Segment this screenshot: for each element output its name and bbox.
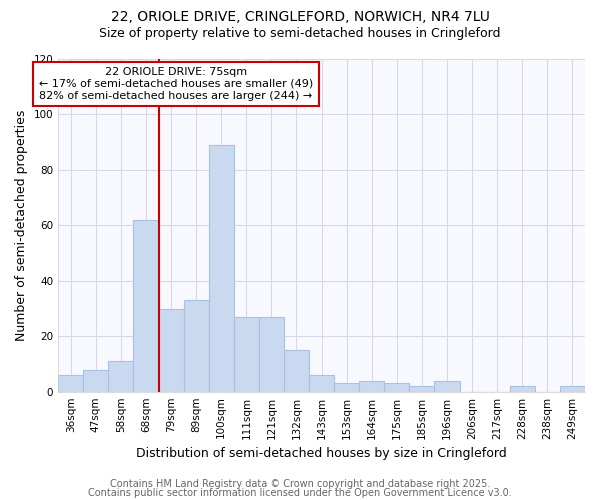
Text: 22 ORIOLE DRIVE: 75sqm
← 17% of semi-detached houses are smaller (49)
82% of sem: 22 ORIOLE DRIVE: 75sqm ← 17% of semi-det… — [39, 68, 313, 100]
Text: Contains public sector information licensed under the Open Government Licence v3: Contains public sector information licen… — [88, 488, 512, 498]
Y-axis label: Number of semi-detached properties: Number of semi-detached properties — [15, 110, 28, 341]
Text: 22, ORIOLE DRIVE, CRINGLEFORD, NORWICH, NR4 7LU: 22, ORIOLE DRIVE, CRINGLEFORD, NORWICH, … — [110, 10, 490, 24]
X-axis label: Distribution of semi-detached houses by size in Cringleford: Distribution of semi-detached houses by … — [136, 447, 507, 460]
Bar — [158, 308, 184, 392]
Bar — [133, 220, 158, 392]
Bar — [58, 375, 83, 392]
Bar — [259, 317, 284, 392]
Bar — [560, 386, 585, 392]
Bar — [359, 380, 385, 392]
Bar — [184, 300, 209, 392]
Bar — [385, 384, 409, 392]
Bar — [334, 384, 359, 392]
Text: Size of property relative to semi-detached houses in Cringleford: Size of property relative to semi-detach… — [99, 28, 501, 40]
Bar — [309, 375, 334, 392]
Bar — [284, 350, 309, 392]
Bar — [109, 361, 133, 392]
Bar — [209, 145, 234, 392]
Bar — [409, 386, 434, 392]
Bar — [83, 370, 109, 392]
Bar — [434, 380, 460, 392]
Text: Contains HM Land Registry data © Crown copyright and database right 2025.: Contains HM Land Registry data © Crown c… — [110, 479, 490, 489]
Bar — [510, 386, 535, 392]
Bar — [234, 317, 259, 392]
